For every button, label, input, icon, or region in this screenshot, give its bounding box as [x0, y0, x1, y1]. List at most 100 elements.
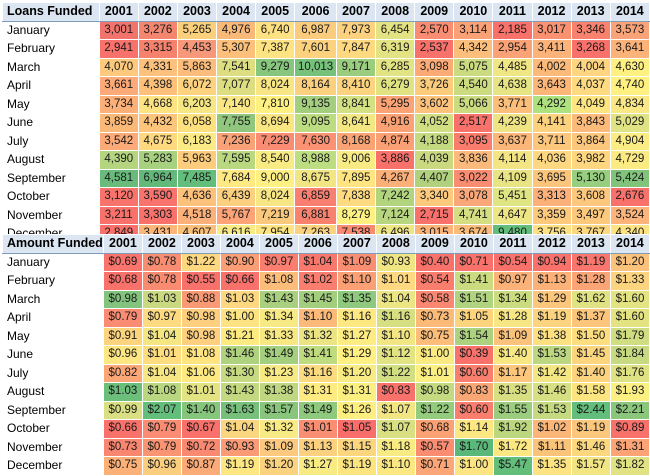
- heatmap-cell: $1.10: [297, 308, 338, 328]
- heatmap-cell: 3,695: [531, 168, 572, 188]
- heatmap-cell: 10,013: [294, 57, 337, 77]
- heatmap-cell: $1.55: [492, 400, 533, 420]
- heatmap-cell: 8,410: [335, 76, 377, 96]
- heatmap-cell: $1.23: [258, 363, 299, 383]
- heatmap-cell: 5,767: [216, 205, 257, 225]
- heatmap-cell: $1.19: [570, 252, 611, 272]
- heatmap-cell: $1.54: [453, 326, 494, 346]
- heatmap-cell: $1.07: [375, 419, 416, 439]
- heatmap-cell: $0.54: [414, 271, 455, 291]
- heatmap-cell: $1.46: [531, 382, 572, 402]
- heatmap-cell: $1.04: [141, 326, 182, 346]
- heatmap-cell: $0.72: [180, 437, 221, 457]
- heatmap-cell: $1.22: [180, 252, 221, 272]
- year-header: 2012: [531, 234, 572, 254]
- heatmap-cell: 3,268: [570, 39, 611, 59]
- heatmap-cell: $1.70: [453, 437, 494, 457]
- month-label: September: [2, 400, 104, 420]
- heatmap-cell: $1.40: [570, 363, 611, 383]
- year-header: 2008: [375, 234, 416, 254]
- heatmap-cell: $0.78: [141, 252, 182, 272]
- month-label: September: [2, 168, 100, 188]
- heatmap-cell: 4,342: [453, 39, 494, 59]
- heatmap-cell: $1.14: [453, 419, 494, 439]
- heatmap-cell: 5,963: [176, 150, 218, 170]
- heatmap-cell: $1.30: [219, 363, 260, 383]
- heatmap-cell: 9,095: [294, 113, 337, 133]
- heatmap-cell: $1.05: [453, 308, 494, 328]
- heatmap-cell: 4,398: [137, 76, 178, 96]
- heatmap-cell: 4,675: [137, 131, 178, 151]
- table-row: June $0.96 $1.01 $1.08 $1.46 $1.49 $1.41 $1.29 $…: [2, 345, 650, 365]
- heatmap-cell: $1.29: [336, 345, 377, 365]
- heatmap-cell: $0.60: [453, 400, 494, 420]
- heatmap-cell: 3,411: [531, 39, 572, 59]
- year-header: 2014: [609, 2, 650, 22]
- heatmap-cell: $0.71: [453, 252, 494, 272]
- heatmap-cell: $1.02: [297, 271, 338, 291]
- year-header: 2007: [336, 234, 377, 254]
- year-header: 2009: [414, 2, 455, 22]
- heatmap-cell: 4,114: [492, 150, 533, 170]
- heatmap-cell: 3,303: [137, 205, 178, 225]
- heatmap-cell: $0.93: [375, 252, 416, 272]
- heatmap-cell: $1.84: [609, 345, 650, 365]
- heatmap-cell: $0.68: [102, 271, 143, 291]
- heatmap-cell: 7,140: [216, 94, 257, 114]
- heatmap-cell: 4,004: [570, 57, 611, 77]
- heatmap-cell: 7,236: [216, 131, 257, 151]
- heatmap-cell: $1.19: [531, 308, 572, 328]
- heatmap-cell: $1.12: [375, 345, 416, 365]
- heatmap-cell: 4,390: [98, 150, 139, 170]
- heatmap-cell: $0.82: [102, 363, 143, 383]
- month-label: November: [2, 205, 100, 225]
- heatmap-cell: 7,541: [216, 57, 257, 77]
- heatmap-cell: 3,114: [453, 20, 494, 40]
- heatmap-cell: 3,886: [375, 150, 416, 170]
- heatmap-cell: 9,171: [335, 57, 377, 77]
- heatmap-cell: 3,982: [570, 150, 611, 170]
- heatmap-cell: 7,229: [255, 131, 296, 151]
- table-row: April $0.79 $0.97 $0.98 $1.00 $1.34 $1.10 $1.16…: [2, 308, 650, 328]
- year-header: 2004: [219, 234, 260, 254]
- table-row: July 3,542 4,675 6,183 7,236 7,229 7,630 8,168 4…: [2, 131, 650, 151]
- heatmap-cell: 3,211: [98, 205, 139, 225]
- heatmap-cell: 5,066: [453, 94, 494, 114]
- heatmap-cell: $0.55: [180, 271, 221, 291]
- month-label: April: [2, 308, 104, 328]
- heatmap-cell: $2.44: [570, 400, 611, 420]
- heatmap-cell: $1.16: [375, 308, 416, 328]
- month-label: June: [2, 113, 100, 133]
- heatmap-cell: 3,859: [98, 113, 139, 133]
- table-row: October $0.66 $0.79 $0.67 $1.04 $1.32 $1.01 $1.…: [2, 419, 650, 439]
- year-header: 2014: [609, 234, 650, 254]
- heatmap-cell: $0.73: [102, 437, 143, 457]
- table-row: November 3,211 3,303 4,518 5,767 7,219 6,881 8,…: [2, 205, 650, 225]
- heatmap-cell: $1.60: [609, 289, 650, 309]
- heatmap-cell: $1.16: [297, 363, 338, 383]
- heatmap-cell: 7,219: [255, 205, 296, 225]
- heatmap-cell: 8,988: [294, 150, 337, 170]
- heatmap-cell: $0.79: [141, 419, 182, 439]
- heatmap-cell: $1.45: [297, 289, 338, 309]
- heatmap-cell: $1.42: [531, 363, 572, 383]
- table-row: August 4,390 5,283 5,963 7,595 8,540 8,988 9,00…: [2, 150, 650, 170]
- heatmap-cell: $1.21: [219, 326, 260, 346]
- heatmap-cell: $1.26: [336, 400, 377, 420]
- month-label: December: [2, 456, 104, 476]
- heatmap-cell: $1.04: [141, 363, 182, 383]
- table-row: July $0.82 $1.04 $1.06 $1.30 $1.23 $1.16 $1.20 $…: [2, 363, 650, 383]
- year-header: 2010: [453, 2, 494, 22]
- heatmap-cell: $1.33: [258, 326, 299, 346]
- table-row: February 2,941 3,315 4,453 5,307 7,387 7,601 7,…: [2, 39, 650, 59]
- table-row: January 3,001 3,276 5,265 4,976 6,740 6,987 7,9…: [2, 20, 650, 40]
- heatmap-cell: $1.20: [258, 456, 299, 476]
- heatmap-cell: $1.01: [297, 419, 338, 439]
- heatmap-cell: $1.37: [570, 308, 611, 328]
- heatmap-cell: 3,641: [609, 39, 650, 59]
- heatmap-cell: $0.98: [180, 308, 221, 328]
- table-row: November $0.73 $0.79 $0.72 $0.93 $1.09 $1.13 $1…: [2, 437, 650, 457]
- heatmap-cell: 3,573: [609, 20, 650, 40]
- month-label: May: [2, 326, 104, 346]
- heatmap-cell: 6,454: [375, 20, 416, 40]
